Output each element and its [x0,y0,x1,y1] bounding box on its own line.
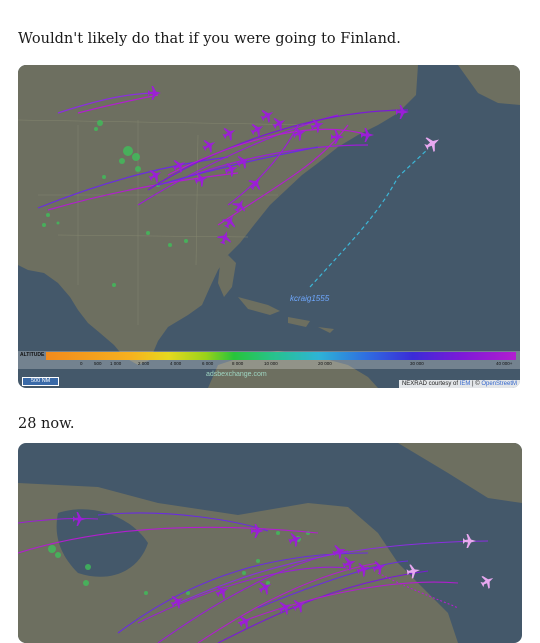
legend-tick: 40 000+ [496,361,513,366]
adsb-watermark: adsbexchange.com [206,371,267,378]
post-text-1: Wouldn't likely do that if you were goin… [18,31,401,47]
dashed-track [309,148,429,288]
greenland-land-2 [398,443,522,503]
scale-bar: 500 NM [22,377,60,386]
legend-tick: 30 000 [410,361,424,366]
south-america-land [208,351,378,388]
legend-tick: 20 000 [318,361,332,366]
post-text-2: 28 now. [18,416,75,432]
aircraft-icons-2 [73,512,386,629]
borders [18,119,319,325]
callsign-label: kcraig1555 [290,294,330,303]
altitude-legend: ALTITUDE (ft) 0 500 1 000 2 000 4 000 6 000 8 … [18,351,520,369]
flight-map-2[interactable] [18,443,522,643]
map-canvas-1: kcraig1555 [18,65,520,388]
legend-tick: 1 000 [110,361,122,366]
legend-tick: 8 000 [232,361,244,366]
legend-tick: 0 [80,361,83,366]
north-america-land [18,65,418,365]
legend-tick: 6 000 [202,361,214,366]
caribbean-islands [238,297,334,333]
map-canvas-2 [18,443,522,643]
osm-link[interactable]: OpenStreetM [481,381,517,387]
legend-tick: 4 000 [170,361,182,366]
hudson-bay [56,509,148,577]
iem-link[interactable]: IEM [459,381,471,387]
aircraft-icons [148,86,409,245]
flight-map-1[interactable]: kcraig1555 ALTITUDE (ft) 0 500 1 000 2 000 4… [18,65,520,388]
florida-land [218,255,236,297]
map-credit: NEXRAD courtesy of IEM | © OpenStreetM [398,380,520,388]
legend-tick: 2 000 [138,361,150,366]
highlighted-aircraft-icon [424,137,440,152]
legend-tick: 500 [94,361,102,366]
legend-title: ALTITUDE (ft) [20,352,53,358]
legend-tick: 10 000 [264,361,278,366]
altitude-color-bar [46,352,516,360]
greenland-land [458,65,520,105]
highlighted-aircraft-icons-2 [406,534,494,589]
north-america-land-2 [18,483,458,643]
